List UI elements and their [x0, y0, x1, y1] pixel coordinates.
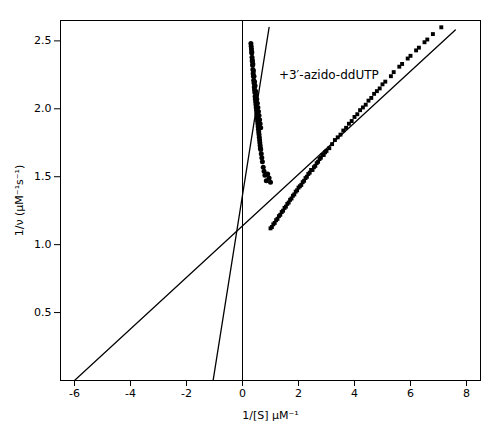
svg-text:0.5: 0.5: [34, 306, 52, 319]
svg-text:6: 6: [407, 387, 414, 400]
svg-text:+3′-azido-ddUTP: +3′-azido-ddUTP: [279, 68, 379, 82]
svg-text:-6: -6: [69, 387, 80, 400]
svg-text:0: 0: [239, 387, 246, 400]
svg-text:4: 4: [351, 387, 358, 400]
svg-text:1/ν (μM⁻¹s⁻¹): 1/ν (μM⁻¹s⁻¹): [13, 165, 26, 237]
svg-text:1/[S] μM⁻¹: 1/[S] μM⁻¹: [242, 409, 298, 422]
svg-text:-4: -4: [125, 387, 136, 400]
svg-text:2.5: 2.5: [34, 34, 52, 47]
svg-text:-2: -2: [181, 387, 192, 400]
svg-text:2: 2: [295, 387, 302, 400]
svg-text:8: 8: [463, 387, 470, 400]
svg-text:1.5: 1.5: [34, 170, 52, 183]
svg-text:2.0: 2.0: [34, 102, 52, 115]
svg-text:1.0: 1.0: [34, 238, 52, 251]
